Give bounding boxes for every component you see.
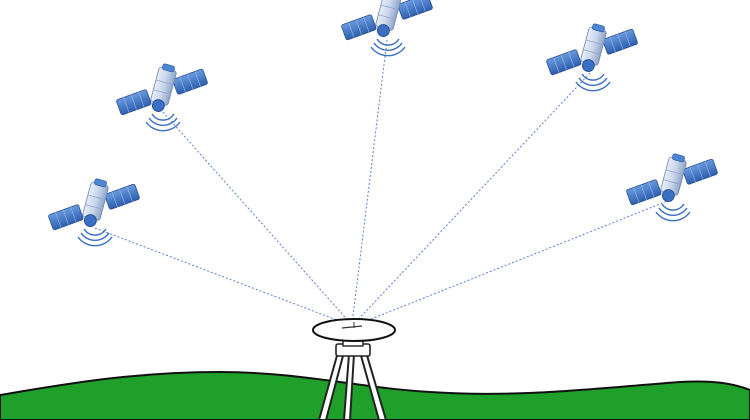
satellite-3: [340, 0, 434, 57]
signal-line-4: [353, 72, 591, 325]
signal-lines: [94, 39, 671, 326]
satellite-1: [47, 176, 141, 247]
satellite-2: [115, 61, 209, 132]
antenna-disc: [312, 318, 396, 342]
signal-line-1: [94, 227, 351, 326]
satellite-5: [625, 151, 719, 222]
signal-line-5: [355, 199, 671, 326]
signal-line-3: [351, 39, 388, 325]
gnss-receiver: [312, 318, 396, 420]
signal-line-2: [162, 111, 352, 325]
satellite-4: [545, 21, 639, 92]
